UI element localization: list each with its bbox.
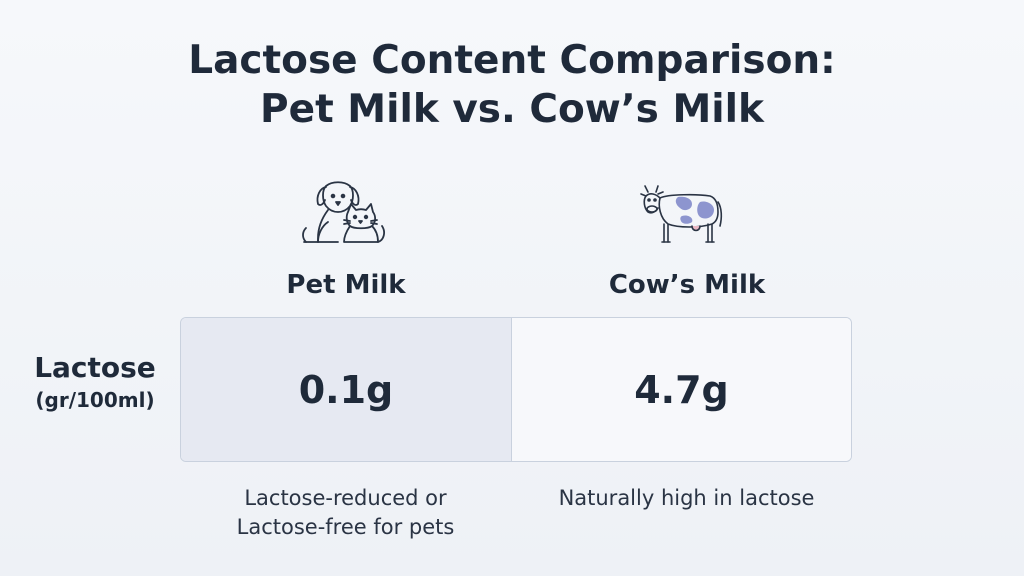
comparison-table: 0.1g 4.7g [180,317,852,462]
pet-milk-value-cell: 0.1g [181,318,512,461]
chart-title: Lactose Content Comparison: Pet Milk vs.… [0,36,1024,134]
row-label-unit: (gr/100ml) [35,388,155,412]
pet-milk-value: 0.1g [298,367,394,412]
dog-and-cat-icon [302,181,385,243]
column-header-cows-milk: Cow’s Milk [608,270,766,300]
title-line-2: Pet Milk vs. Cow’s Milk [260,87,764,132]
row-label: Lactose (gr/100ml) [20,350,170,414]
pet-milk-note-line-2: Lactose-free for pets [236,515,455,539]
pet-milk-note: Lactose-reduced or Lactose-free for pets [180,484,511,542]
cows-milk-value: 4.7g [634,367,729,412]
cow-icon [640,185,723,243]
cows-milk-note: Naturally high in lactose [521,484,852,513]
cows-milk-value-cell: 4.7g [512,318,851,461]
row-label-main: Lactose [34,351,156,384]
title-line-1: Lactose Content Comparison: [188,38,836,83]
pet-milk-note-line-1: Lactose-reduced or [244,486,447,510]
column-header-pet-milk: Pet Milk [286,270,406,300]
cows-milk-note-line-1: Naturally high in lactose [558,486,815,510]
